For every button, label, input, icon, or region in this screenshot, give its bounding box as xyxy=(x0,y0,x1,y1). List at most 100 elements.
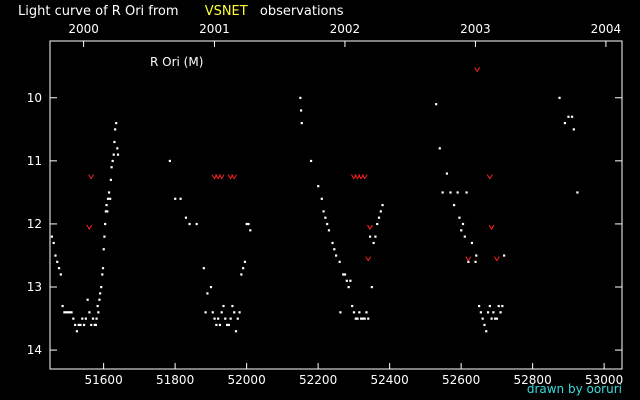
observation-point xyxy=(356,317,359,320)
observation-point xyxy=(222,304,225,308)
observation-point xyxy=(116,153,120,156)
observation-point xyxy=(327,229,331,232)
plot-frame xyxy=(49,40,623,370)
observation-point xyxy=(452,204,456,207)
upper-limit-point xyxy=(486,174,493,180)
observation-point xyxy=(479,311,482,314)
observation-point xyxy=(486,311,490,314)
observation-point xyxy=(335,254,338,257)
observation-point xyxy=(66,311,70,314)
observation-point xyxy=(488,304,491,308)
x-tick-label: 52000 xyxy=(228,373,266,387)
observation-point xyxy=(96,304,99,308)
upper-limit-point xyxy=(361,174,368,180)
observation-point xyxy=(576,191,579,194)
observation-point xyxy=(570,115,574,118)
observation-point xyxy=(572,128,575,131)
upper-limit-point xyxy=(218,174,225,180)
upper-limit-point xyxy=(231,174,238,180)
observation-point xyxy=(188,222,191,226)
observation-point xyxy=(467,260,470,263)
observation-point xyxy=(240,273,243,276)
observation-point xyxy=(100,286,103,289)
observation-point xyxy=(465,191,468,194)
observation-point xyxy=(349,279,352,282)
observation-point xyxy=(57,267,61,270)
observation-point xyxy=(374,235,377,238)
observation-point xyxy=(456,191,459,194)
observation-point xyxy=(179,197,182,200)
x-tick-label: 52800 xyxy=(514,373,552,387)
year-tick-label: 2000 xyxy=(68,22,99,36)
observation-point xyxy=(494,317,497,320)
observation-point xyxy=(495,317,499,320)
observation-point xyxy=(97,311,100,314)
observation-point xyxy=(326,222,329,226)
observation-point xyxy=(75,330,79,333)
observation-point xyxy=(211,311,214,314)
chart-title: Light curve of R Ori from VSNET observat… xyxy=(18,4,344,19)
y-tick-label: 13 xyxy=(27,280,42,294)
observation-point xyxy=(74,323,77,327)
observation-point xyxy=(104,210,107,213)
year-tick-label: 2003 xyxy=(460,22,491,36)
observation-point xyxy=(72,317,75,320)
year-tick-label: 2004 xyxy=(591,22,622,36)
observation-point xyxy=(343,273,347,276)
observation-point xyxy=(501,304,504,308)
observation-point xyxy=(70,311,73,314)
observation-point xyxy=(441,191,444,194)
observation-point xyxy=(345,279,348,282)
observation-point xyxy=(81,317,84,320)
observation-point xyxy=(490,317,493,320)
observation-point xyxy=(497,304,500,308)
observation-point xyxy=(94,323,97,327)
observation-point xyxy=(492,311,495,314)
observation-points xyxy=(50,96,579,333)
observation-point xyxy=(106,197,110,200)
observation-point xyxy=(95,317,98,320)
observation-point xyxy=(86,298,89,301)
observation-point xyxy=(59,273,62,276)
observation-point xyxy=(110,166,113,169)
observation-point xyxy=(339,311,342,314)
observation-point xyxy=(101,273,104,276)
observation-point xyxy=(50,235,53,238)
observation-point xyxy=(238,311,241,314)
observation-point xyxy=(206,292,209,295)
observation-point xyxy=(333,248,336,251)
observation-point xyxy=(63,311,66,314)
observation-point xyxy=(351,304,354,308)
observation-point xyxy=(98,298,101,301)
upper-limit-point xyxy=(493,256,500,262)
observation-point xyxy=(347,286,350,289)
observation-point xyxy=(367,317,370,320)
observation-point xyxy=(475,254,478,257)
observation-point xyxy=(234,330,238,333)
observation-point xyxy=(209,286,213,289)
x-tick-label: 51800 xyxy=(156,373,194,387)
observation-point xyxy=(379,210,382,213)
observation-point xyxy=(445,172,449,175)
observation-point xyxy=(331,241,334,245)
observation-point xyxy=(242,267,245,270)
x-tick-label: 53000 xyxy=(585,373,623,387)
upper-limit-point xyxy=(365,256,372,262)
observation-point xyxy=(376,222,379,226)
observation-point xyxy=(184,216,188,219)
title-source-text: VSNET xyxy=(204,4,248,19)
tick-labels: 51600 51800 52000 52200 52400 52600 52800 53000… xyxy=(27,22,624,387)
observation-point xyxy=(215,323,218,327)
upper-limit-point xyxy=(367,224,373,231)
observation-point xyxy=(370,286,373,289)
x-tick-label: 52200 xyxy=(299,373,337,387)
observation-point xyxy=(102,248,105,251)
observation-point xyxy=(229,317,232,320)
observation-point xyxy=(202,267,205,270)
observation-point xyxy=(52,241,55,245)
observation-point xyxy=(499,311,502,314)
observation-point xyxy=(249,229,252,232)
observation-point xyxy=(101,267,105,270)
observation-point xyxy=(77,323,80,327)
year-tick-label: 2001 xyxy=(199,22,230,36)
